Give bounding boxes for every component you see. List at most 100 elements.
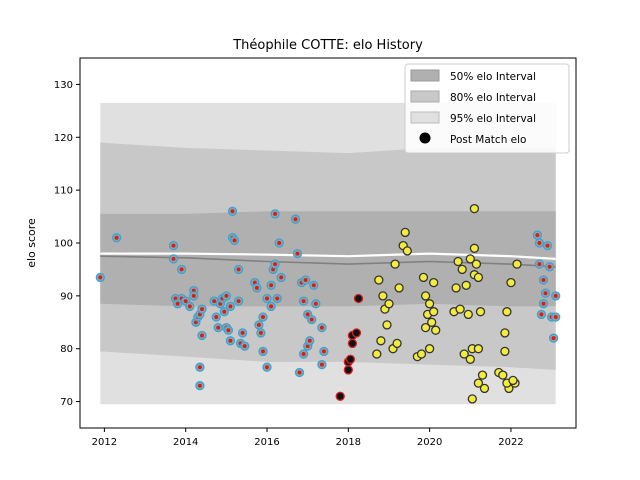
- data-point-yellow: [424, 344, 435, 354]
- data-point-core: [179, 267, 184, 272]
- data-point-yellow: [451, 283, 461, 293]
- data-point-yellow: [374, 275, 384, 285]
- data-point-yellow: [473, 272, 484, 283]
- data-point-core: [261, 349, 265, 354]
- data-point-core: [539, 312, 544, 317]
- data-point-core: [541, 278, 546, 282]
- data-point-core: [545, 243, 550, 248]
- data-point-core: [269, 304, 274, 309]
- data-point-core: [171, 243, 176, 248]
- x-tick-label: 2022: [498, 437, 523, 448]
- data-point-yellow: [390, 259, 400, 269]
- data-point-yellow: [500, 346, 510, 357]
- data-point-yellow: [500, 328, 510, 338]
- data-point-core: [265, 296, 269, 301]
- data-point-core: [230, 209, 235, 214]
- data-point-yellow: [402, 246, 412, 256]
- data-point-core: [228, 338, 233, 343]
- data-point-yellow: [384, 299, 394, 309]
- data-point-core: [187, 304, 192, 309]
- data-point-yellow: [479, 383, 490, 394]
- data-point-yellow: [372, 349, 382, 359]
- data-point-core: [305, 312, 310, 317]
- mean-lines: [100, 252, 556, 268]
- data-point-yellow: [453, 256, 463, 267]
- data-point-yellow: [429, 307, 439, 317]
- x-tick-label: 2018: [336, 437, 361, 448]
- data-point-yellow: [475, 307, 486, 317]
- data-point-core: [273, 262, 278, 267]
- data-point-core: [295, 251, 300, 256]
- mean-line-2: [100, 252, 556, 260]
- data-point-yellow: [427, 317, 437, 327]
- data-point-core: [226, 328, 231, 333]
- data-point-core: [319, 362, 324, 367]
- data-point-core: [293, 217, 298, 222]
- data-point-core: [311, 283, 316, 288]
- data-point-yellow: [420, 322, 431, 333]
- data-point-yellow: [424, 299, 435, 309]
- data-point-yellow: [392, 338, 402, 349]
- data-point-yellow: [502, 307, 512, 317]
- data-point-core: [228, 304, 233, 309]
- data-point-core: [232, 238, 237, 243]
- data-point-yellow: [416, 349, 427, 359]
- data-point-core: [236, 267, 241, 272]
- y-tick-label: 100: [54, 239, 73, 250]
- x-axis: 2012 2014 2016 2018 2020 2022: [92, 428, 524, 448]
- data-point-yellow: [512, 259, 522, 269]
- legend-frame: [404, 63, 570, 154]
- data-point-core: [200, 333, 204, 338]
- legend-label-80: 80% elo Interval: [450, 92, 536, 104]
- data-point-core: [258, 330, 263, 335]
- data-point-core: [319, 325, 324, 330]
- data-point-core: [537, 241, 542, 245]
- y-axis: 70 80 90 100 110 120 130: [54, 80, 80, 408]
- data-point-black: [345, 354, 356, 364]
- data-point-core: [269, 283, 274, 288]
- y-tick-label: 120: [54, 133, 73, 144]
- data-point-core: [114, 235, 119, 240]
- x-tick-label: 2012: [92, 437, 117, 448]
- data-point-yellow: [473, 378, 484, 388]
- legend-label-95: 95% elo Interval: [450, 113, 536, 125]
- data-point-core: [547, 264, 552, 269]
- data-point-core: [191, 293, 196, 298]
- data-point-core: [553, 315, 558, 319]
- data-point-core: [261, 315, 265, 319]
- data-point-core: [98, 275, 103, 280]
- data-point-yellow: [469, 243, 480, 253]
- data-point-yellow: [382, 320, 392, 330]
- legend-swatch-50: [410, 69, 440, 82]
- data-point-core: [197, 365, 202, 370]
- chart-title: Théophile COTTE: elo History: [232, 38, 423, 53]
- data-point-core: [553, 293, 558, 298]
- data-point-yellow: [400, 227, 410, 238]
- data-point-core: [216, 325, 221, 330]
- y-tick-label: 90: [60, 291, 73, 302]
- data-point-core: [222, 309, 227, 314]
- data-point-yellow: [471, 259, 482, 269]
- band-50: [100, 211, 556, 307]
- data-point-yellow: [459, 349, 469, 359]
- data-point-yellow: [429, 277, 439, 288]
- data-point-core: [309, 317, 314, 322]
- legend-marker-post-match: [419, 132, 431, 144]
- data-point-core: [256, 322, 261, 327]
- mean-line-1: [100, 255, 556, 268]
- legend-label-50: 50% elo Interval: [450, 71, 536, 83]
- data-point-core: [301, 352, 306, 356]
- legend-swatch-80: [410, 90, 440, 103]
- x-tick-label: 2016: [254, 437, 279, 448]
- data-point-core: [197, 383, 202, 388]
- data-point-yellow: [431, 325, 441, 335]
- data-point-core: [535, 233, 540, 238]
- data-point-core: [224, 293, 229, 298]
- data-point-core: [279, 275, 284, 280]
- data-point-yellow: [469, 203, 480, 214]
- data-point-core: [275, 296, 280, 301]
- data-point-yellow: [477, 370, 488, 380]
- data-point-black: [351, 328, 362, 338]
- data-point-yellow: [465, 254, 475, 264]
